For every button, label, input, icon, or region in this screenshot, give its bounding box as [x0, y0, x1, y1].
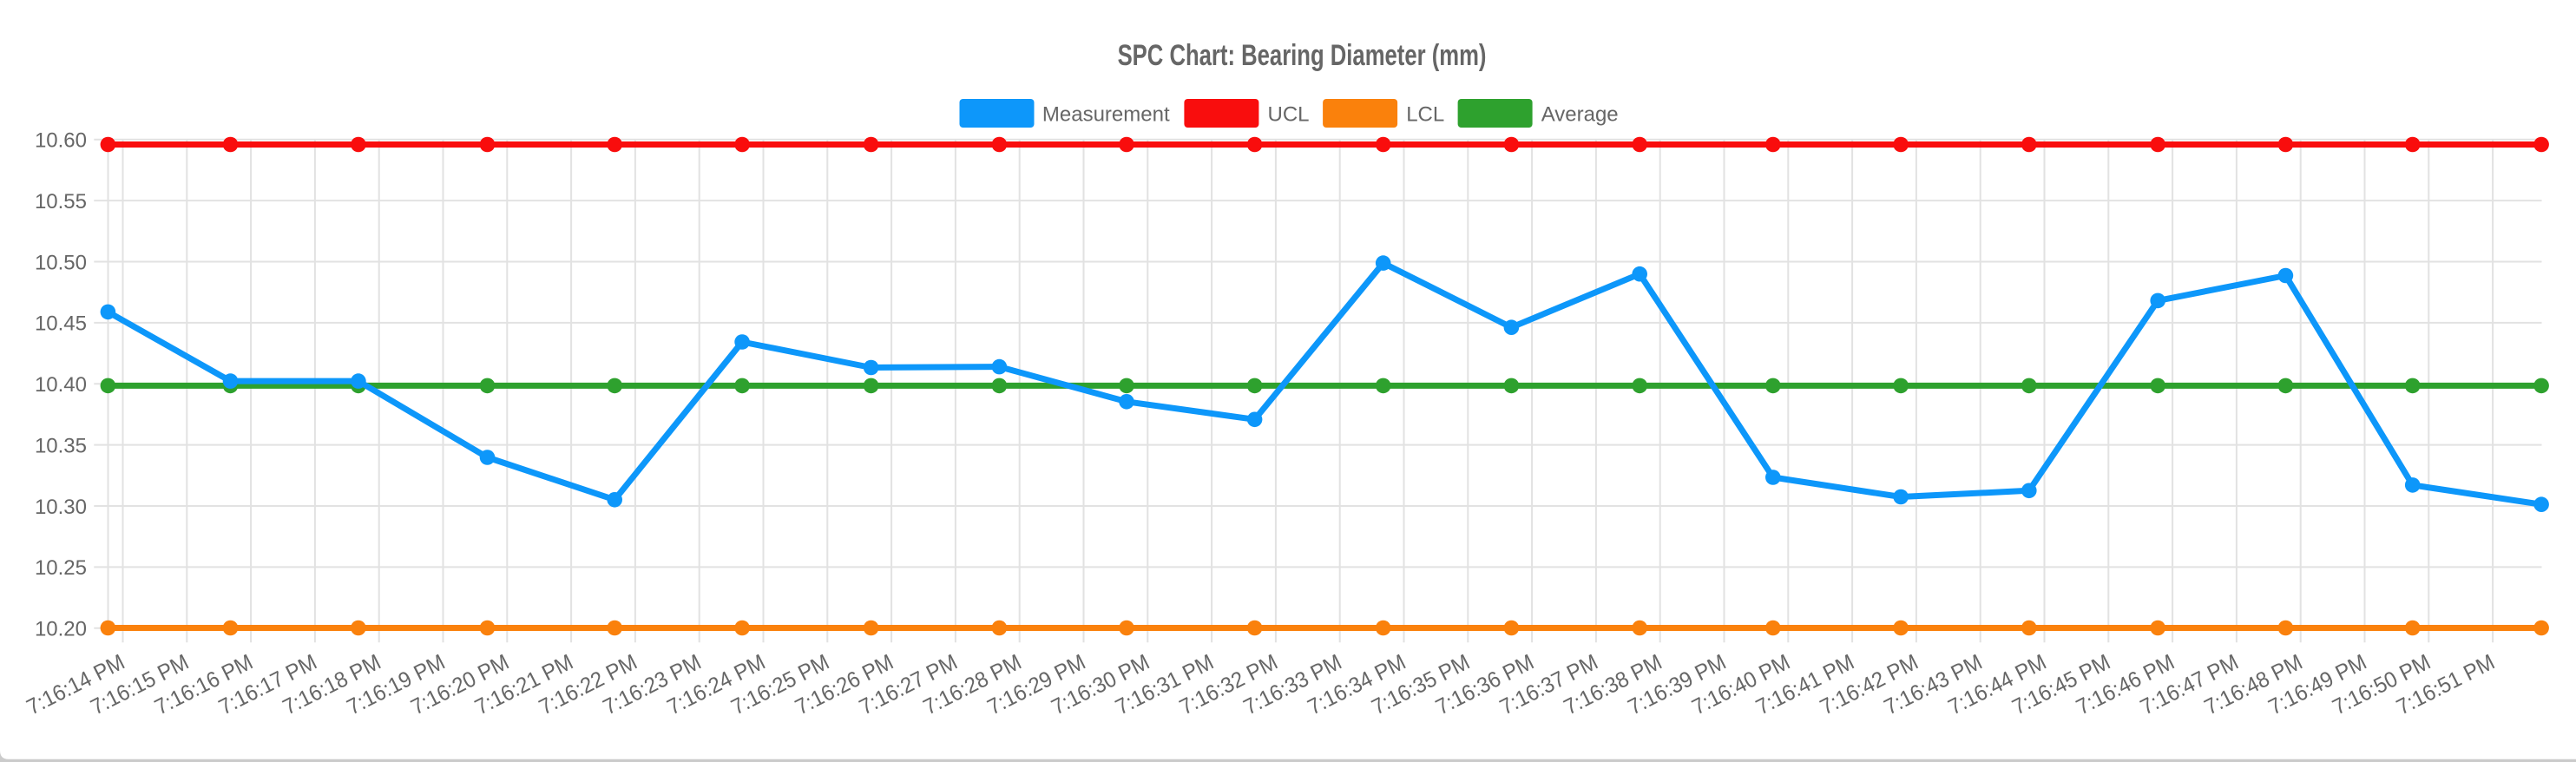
svg-text:Measurement: Measurement	[1042, 102, 1170, 126]
svg-text:10.25: 10.25	[35, 556, 87, 580]
svg-text:10.30: 10.30	[35, 496, 87, 519]
svg-text:10.35: 10.35	[35, 434, 87, 457]
svg-text:Average: Average	[1541, 102, 1619, 126]
svg-text:SPC Chart: Bearing Diameter (m: SPC Chart: Bearing Diameter (mm)	[1118, 40, 1487, 72]
svg-text:10.60: 10.60	[35, 129, 87, 153]
svg-text:10.55: 10.55	[35, 190, 87, 213]
svg-text:UCL: UCL	[1268, 102, 1310, 126]
svg-text:10.20: 10.20	[35, 618, 87, 641]
svg-text:10.50: 10.50	[35, 251, 87, 274]
svg-text:LCL: LCL	[1406, 102, 1444, 126]
svg-text:10.45: 10.45	[35, 312, 87, 336]
svg-text:10.40: 10.40	[35, 373, 87, 397]
